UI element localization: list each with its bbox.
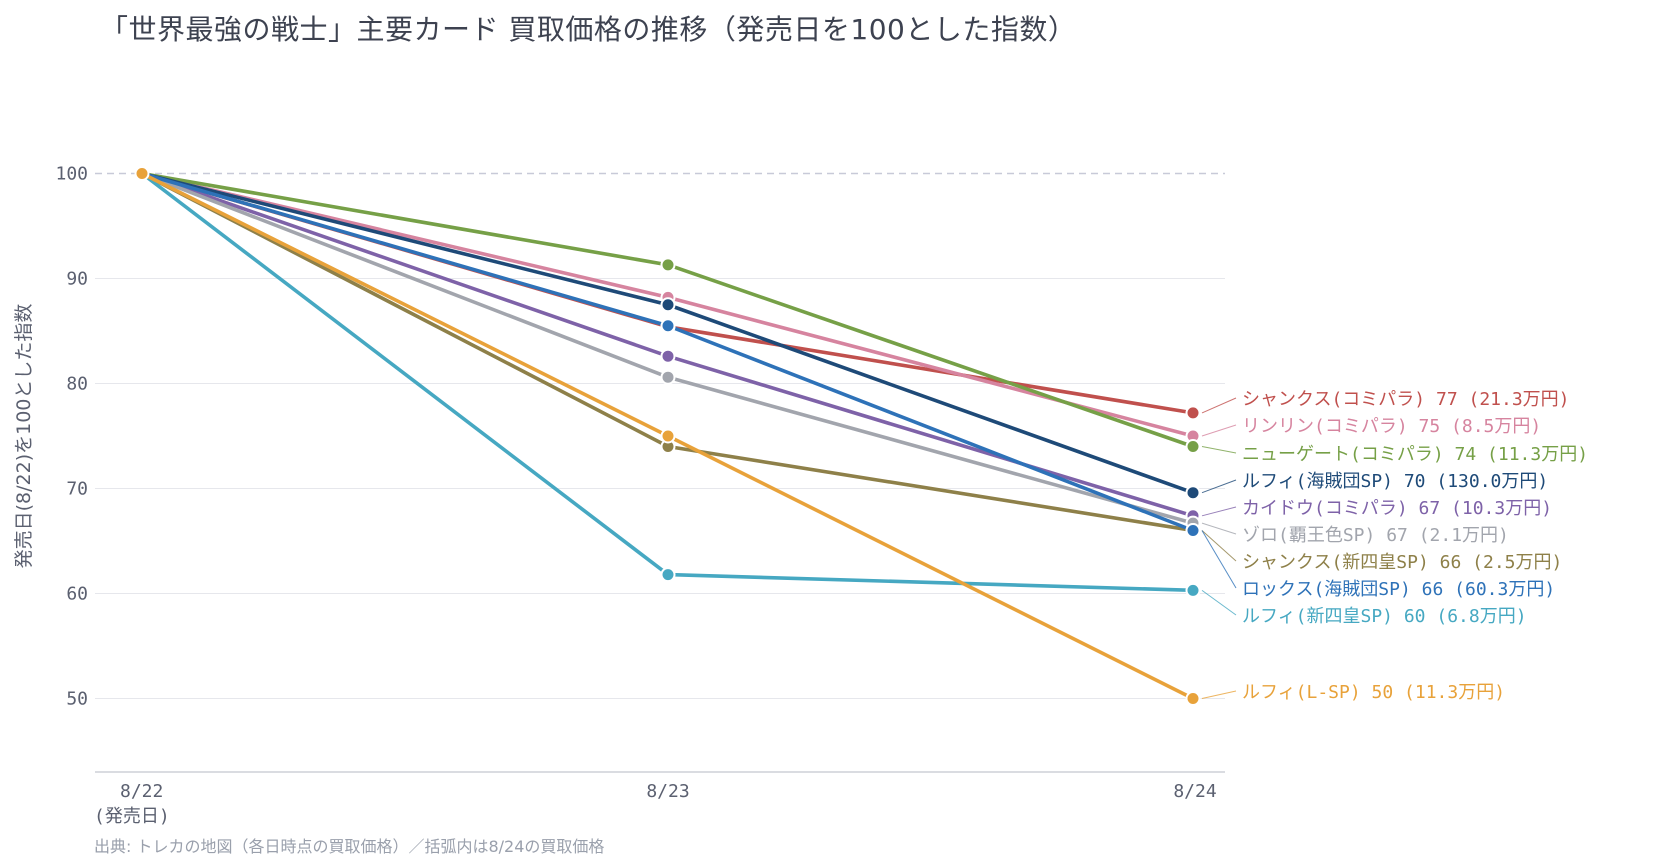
series-end-label: ルフィ(新四皇SP) 60 (6.8万円)	[1242, 606, 1527, 627]
data-point	[1185, 523, 1201, 538]
label-leader-line	[1201, 522, 1237, 535]
data-point	[660, 428, 676, 444]
x-tick-label: 8/22	[120, 781, 163, 802]
series-end-label: シャンクス(コミパラ) 77 (21.3万円)	[1242, 389, 1570, 410]
chart-title: 「世界最強の戦士」主要カード 買取価格の推移（発売日を100とした指数）	[100, 13, 1077, 46]
series-end-value: 60 (6.8万円)	[1404, 606, 1527, 627]
y-tick-label: 90	[66, 269, 88, 290]
data-point	[1185, 691, 1201, 706]
label-leader-line	[1201, 589, 1237, 616]
series-end-value: 74 (11.3万円)	[1455, 444, 1589, 465]
y-axis-label: 発売日(8/22)を100とした指数	[13, 304, 35, 569]
label-leader-line	[1201, 397, 1237, 414]
series-name: シャンクス(新四皇SP)	[1242, 552, 1429, 573]
y-tick-label: 70	[66, 479, 88, 500]
series-name: ルフィ(海賊団SP)	[1242, 471, 1393, 492]
series-line	[140, 171, 1195, 518]
label-leader-line	[1201, 530, 1237, 589]
x-tick-label: 8/23	[646, 781, 689, 802]
series-name: ニューゲート(コミパラ)	[1242, 444, 1444, 465]
data-point	[660, 318, 676, 334]
series-end-value: 67 (2.1万円)	[1386, 525, 1509, 546]
series-end-label: リンリン(コミパラ) 75 (8.5万円)	[1242, 416, 1541, 437]
data-point	[1185, 582, 1201, 598]
y-tick-label: 100	[55, 164, 88, 185]
series-end-value: 75 (8.5万円)	[1419, 416, 1542, 437]
series-name: リンリン(コミパラ)	[1242, 416, 1408, 437]
label-leader-line	[1201, 690, 1237, 699]
x-tick-label: 8/24	[1173, 781, 1216, 802]
series-end-value: 66 (2.5万円)	[1440, 552, 1563, 573]
x-tick-sublabel: (発売日)	[94, 806, 170, 827]
series-end-label: ルフィ(L-SP) 50 (11.3万円)	[1242, 682, 1505, 703]
data-point	[134, 166, 150, 181]
series-end-label: ロックス(海賊団SP) 66 (60.3万円)	[1242, 579, 1555, 600]
series-name: ゾロ(覇王色SP)	[1242, 525, 1375, 546]
series-end-value: 70 (130.0万円)	[1404, 471, 1548, 492]
series-end-value: 67 (10.3万円)	[1419, 498, 1553, 519]
data-point	[660, 348, 676, 364]
data-point	[1185, 439, 1201, 454]
source-note: 出典: トレカの地図（各日時点の買取価格）／括弧内は8/24の買取価格	[94, 837, 605, 856]
label-leader-line	[1201, 530, 1237, 562]
series-end-value: 50 (11.3万円)	[1372, 682, 1506, 703]
series-name: ルフィ(新四皇SP)	[1242, 606, 1393, 627]
data-point	[660, 297, 676, 313]
label-leader-line	[1201, 446, 1237, 454]
series-name: ロックス(海賊団SP)	[1242, 579, 1411, 600]
data-point	[1185, 485, 1201, 501]
series-end-label: ゾロ(覇王色SP) 67 (2.1万円)	[1242, 525, 1509, 546]
y-tick-label: 60	[66, 584, 88, 605]
label-leader-line	[1201, 479, 1237, 494]
label-leader-line	[1201, 424, 1237, 437]
data-point	[660, 257, 676, 273]
series-name: シャンクス(コミパラ)	[1242, 389, 1425, 410]
data-point	[660, 369, 676, 385]
series-name: カイドウ(コミパラ)	[1242, 498, 1408, 519]
series-end-label: カイドウ(コミパラ) 67 (10.3万円)	[1242, 498, 1552, 519]
series-end-value: 66 (60.3万円)	[1422, 579, 1556, 600]
y-tick-label: 50	[66, 689, 88, 710]
data-point	[1185, 405, 1201, 421]
series-end-value: 77 (21.3万円)	[1436, 389, 1570, 410]
data-point	[660, 567, 676, 583]
label-leader-line	[1201, 506, 1237, 517]
series-end-label: シャンクス(新四皇SP) 66 (2.5万円)	[1242, 552, 1562, 573]
y-tick-label: 80	[66, 374, 88, 395]
series-end-label: ニューゲート(コミパラ) 74 (11.3万円)	[1242, 444, 1588, 465]
series-end-label: ルフィ(海賊団SP) 70 (130.0万円)	[1242, 471, 1548, 492]
series-name: ルフィ(L-SP)	[1242, 682, 1361, 703]
